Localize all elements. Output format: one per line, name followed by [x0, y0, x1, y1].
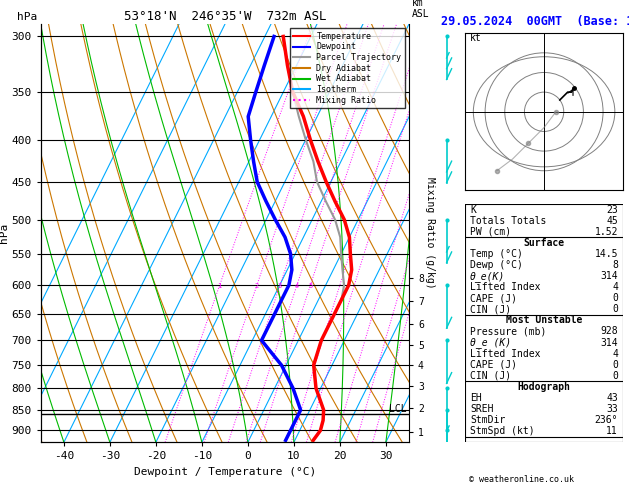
Text: SREH: SREH: [470, 404, 494, 414]
Text: Lifted Index: Lifted Index: [470, 348, 541, 359]
Text: CIN (J): CIN (J): [470, 304, 511, 314]
Text: LCL: LCL: [389, 404, 406, 414]
Text: K: K: [470, 205, 476, 215]
Text: Lifted Index: Lifted Index: [470, 282, 541, 292]
Text: StmSpd (kt): StmSpd (kt): [470, 426, 535, 436]
Text: © weatheronline.co.uk: © weatheronline.co.uk: [469, 474, 574, 484]
Text: Totals Totals: Totals Totals: [470, 216, 547, 226]
Text: Pressure (mb): Pressure (mb): [470, 327, 547, 336]
Text: 23: 23: [606, 205, 618, 215]
Text: θ_e (K): θ_e (K): [470, 337, 511, 348]
Text: CIN (J): CIN (J): [470, 371, 511, 381]
Text: 4: 4: [612, 348, 618, 359]
Text: CAPE (J): CAPE (J): [470, 360, 517, 370]
Text: 8: 8: [612, 260, 618, 270]
Text: EH: EH: [470, 393, 482, 403]
Y-axis label: hPa: hPa: [0, 223, 9, 243]
Y-axis label: Mixing Ratio (g/kg): Mixing Ratio (g/kg): [425, 177, 435, 289]
Text: Temp (°C): Temp (°C): [470, 249, 523, 259]
Text: Most Unstable: Most Unstable: [506, 315, 582, 326]
Text: 29.05.2024  00GMT  (Base: 18): 29.05.2024 00GMT (Base: 18): [441, 15, 629, 28]
Legend: Temperature, Dewpoint, Parcel Trajectory, Dry Adiabat, Wet Adiabat, Isotherm, Mi: Temperature, Dewpoint, Parcel Trajectory…: [290, 29, 404, 108]
Text: 1: 1: [218, 283, 222, 289]
Text: 33: 33: [606, 404, 618, 414]
Text: km
ASL: km ASL: [412, 0, 430, 19]
Text: 11: 11: [606, 426, 618, 436]
Text: 0: 0: [612, 293, 618, 303]
Text: 0: 0: [612, 304, 618, 314]
Text: 0: 0: [612, 360, 618, 370]
Text: 5: 5: [308, 283, 313, 289]
Text: PW (cm): PW (cm): [470, 227, 511, 237]
Text: Hodograph: Hodograph: [518, 382, 571, 392]
Text: 0: 0: [612, 371, 618, 381]
Title: 53°18'N  246°35'W  732m ASL: 53°18'N 246°35'W 732m ASL: [124, 10, 326, 23]
Text: 14.5: 14.5: [594, 249, 618, 259]
Text: 4: 4: [612, 282, 618, 292]
Text: 3: 3: [278, 283, 282, 289]
Text: CAPE (J): CAPE (J): [470, 293, 517, 303]
Text: 43: 43: [606, 393, 618, 403]
Text: 2: 2: [255, 283, 259, 289]
Text: 1.52: 1.52: [594, 227, 618, 237]
Text: kt: kt: [469, 33, 481, 43]
Text: 236°: 236°: [594, 415, 618, 425]
Text: 928: 928: [600, 327, 618, 336]
Text: 314: 314: [600, 338, 618, 347]
Text: StmDir: StmDir: [470, 415, 506, 425]
Text: Dewp (°C): Dewp (°C): [470, 260, 523, 270]
Text: 45: 45: [606, 216, 618, 226]
Text: hPa: hPa: [18, 12, 38, 22]
X-axis label: Dewpoint / Temperature (°C): Dewpoint / Temperature (°C): [134, 467, 316, 477]
Text: Surface: Surface: [523, 238, 565, 248]
Text: 4: 4: [295, 283, 299, 289]
Text: 314: 314: [600, 271, 618, 281]
Text: θ_e(K): θ_e(K): [470, 271, 506, 281]
